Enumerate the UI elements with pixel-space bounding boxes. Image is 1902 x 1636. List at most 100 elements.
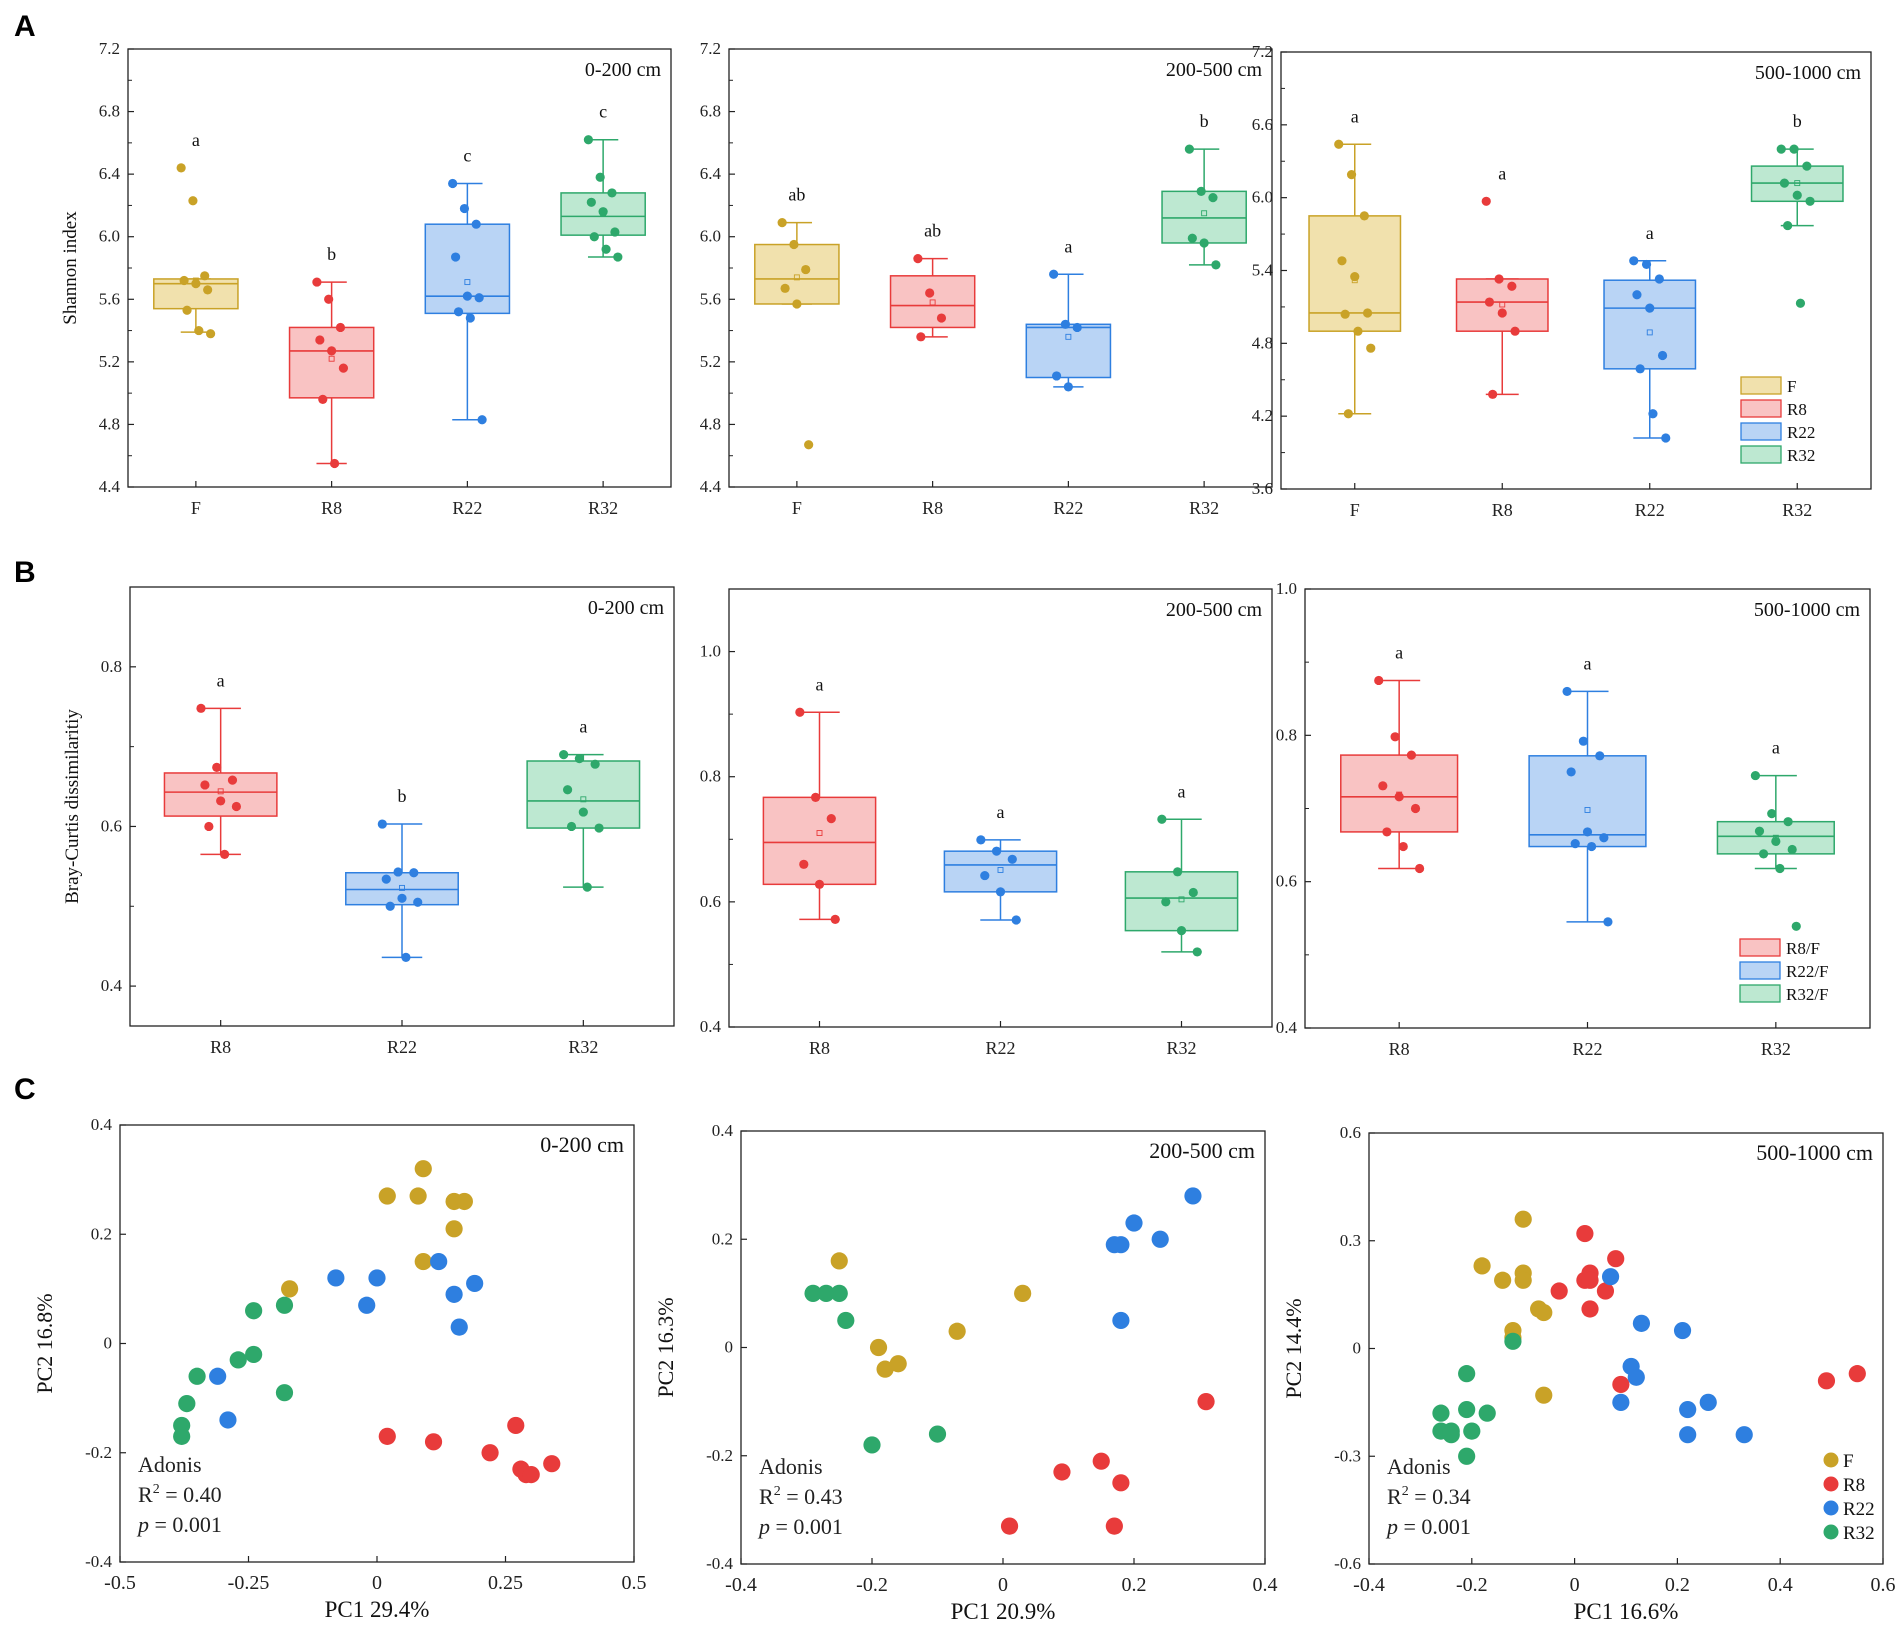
r32-data-point <box>1787 844 1797 855</box>
x-tick-label: 0 <box>998 1574 1008 1596</box>
r32-data-point <box>1771 836 1781 847</box>
x-tick-label: R32 <box>588 498 618 518</box>
r8-data-point <box>507 1416 525 1435</box>
r32-data-point <box>1192 947 1202 957</box>
r32-data-point <box>582 882 592 892</box>
y-tick-label: 5.4 <box>1252 261 1274 280</box>
r8-data-point <box>204 821 214 832</box>
x-tick-label: R8 <box>210 1037 231 1057</box>
y-tick-label: 0.6 <box>700 892 721 911</box>
r22-data-point <box>1151 1230 1169 1248</box>
y-tick-label: 1.0 <box>700 642 721 661</box>
r8-data-point <box>1410 803 1421 814</box>
f-data-point <box>378 1187 396 1205</box>
r8-data-point <box>1607 1250 1625 1268</box>
r22-data-point <box>1562 686 1572 697</box>
r8-data-point <box>925 288 935 298</box>
r22-box <box>1025 323 1112 379</box>
f-data-point <box>188 196 198 206</box>
f-data-point <box>445 1220 463 1238</box>
adonis-p: p = 0.001 <box>1385 1514 1471 1539</box>
f-data-point <box>414 1252 432 1271</box>
chart-title: 200-500 cm <box>1149 1138 1255 1163</box>
r22-data-point <box>1641 259 1652 270</box>
r22-mean-marker <box>399 884 405 891</box>
r8-data-point <box>1382 827 1392 837</box>
adonis-p-symbol: p <box>1385 1514 1398 1539</box>
r8-data-point <box>196 703 206 713</box>
x-tick-label: F <box>792 498 802 518</box>
r8-data-point <box>1510 326 1520 336</box>
y-tick-label: -0.2 <box>706 1446 733 1465</box>
r8-data-point <box>1581 1300 1599 1318</box>
legend-label-r22f: R22/F <box>1786 962 1829 981</box>
legend-swatch-r8 <box>1740 399 1782 418</box>
chart-B2: 0.4 0.6 0.8 1.0 200-500 cm R8 a R22 a R32 a <box>700 588 1273 1058</box>
legend-marker-r22 <box>1823 1500 1839 1516</box>
x-tick-label: R22 <box>1053 498 1083 518</box>
r32-data-point <box>804 1284 822 1302</box>
r8-data-point <box>220 849 230 859</box>
chart-title: 500-1000 cm <box>1755 62 1862 84</box>
y-axis-label: PC2 16.3% <box>653 1297 678 1397</box>
r32-mean-marker <box>580 796 587 803</box>
y-tick-label: -0.6 <box>1334 1554 1361 1573</box>
r22-data-point <box>1735 1426 1753 1444</box>
r32-data-point <box>1478 1404 1496 1422</box>
r32-data-point <box>1783 817 1793 827</box>
r22-data-point <box>1011 915 1021 925</box>
r32-data-point <box>589 232 599 242</box>
r22-data-point <box>1601 1268 1620 1286</box>
r8-data-point <box>522 1466 540 1484</box>
y-tick-label: 1.0 <box>1276 579 1297 598</box>
r32-data-point <box>1779 178 1790 188</box>
r22-data-point <box>1007 854 1017 864</box>
significance-letter: a <box>816 674 824 694</box>
legend-swatch-r22f <box>1739 961 1781 980</box>
legend-label-r32: R32 <box>1843 1523 1875 1544</box>
y-tick-label: 7.2 <box>1252 42 1273 61</box>
r22-data-point <box>1072 322 1082 333</box>
r32-data-point <box>1188 887 1198 898</box>
r32-data-point <box>1463 1422 1481 1440</box>
y-tick-label: 6.6 <box>1252 115 1273 134</box>
r22-data-point <box>1570 839 1580 849</box>
r32-data-point <box>1458 1447 1476 1465</box>
y-tick-label: 5.2 <box>99 352 120 371</box>
r32-data-point <box>1161 897 1171 907</box>
r22-data-point <box>385 901 395 911</box>
r22-data-point <box>377 819 387 829</box>
chart-title: 500-1000 cm <box>1756 1140 1873 1165</box>
r32-data-point <box>817 1284 835 1302</box>
r32-data-point <box>1791 921 1801 931</box>
f-data-point <box>1346 170 1357 180</box>
r22-data-point <box>1063 382 1073 392</box>
r8-data-point <box>1596 1282 1615 1300</box>
y-tick-label: 6.4 <box>700 164 722 183</box>
r8-box <box>1455 278 1549 332</box>
r22-data-point <box>409 868 419 878</box>
x-tick-label: R32 <box>568 1037 598 1057</box>
y-tick-label: 6.8 <box>99 102 120 121</box>
r22-data-point <box>1679 1426 1697 1444</box>
r8-data-point <box>216 796 226 806</box>
r32-data-point <box>928 1425 947 1443</box>
r8-data-point <box>1390 732 1400 742</box>
r32-data-point <box>1442 1422 1460 1440</box>
r32-data-point <box>1767 809 1777 819</box>
r32-data-point <box>610 227 620 237</box>
r22-data-point <box>1060 319 1071 329</box>
significance-letter: c <box>599 102 607 122</box>
f-data-point <box>789 239 799 250</box>
r32-data-point <box>1758 849 1769 859</box>
significance-letter: a <box>1178 781 1186 801</box>
r22-data-point <box>450 252 461 262</box>
r8-data-point <box>1105 1517 1123 1535</box>
r22-data-point <box>368 1269 386 1287</box>
legend-label-r32f: R32/F <box>1786 985 1829 1004</box>
f-data-point <box>1014 1284 1032 1302</box>
x-tick-label: 0.2 <box>1122 1574 1147 1596</box>
y-tick-label: 6.0 <box>99 227 120 246</box>
plot-frame <box>127 48 672 488</box>
